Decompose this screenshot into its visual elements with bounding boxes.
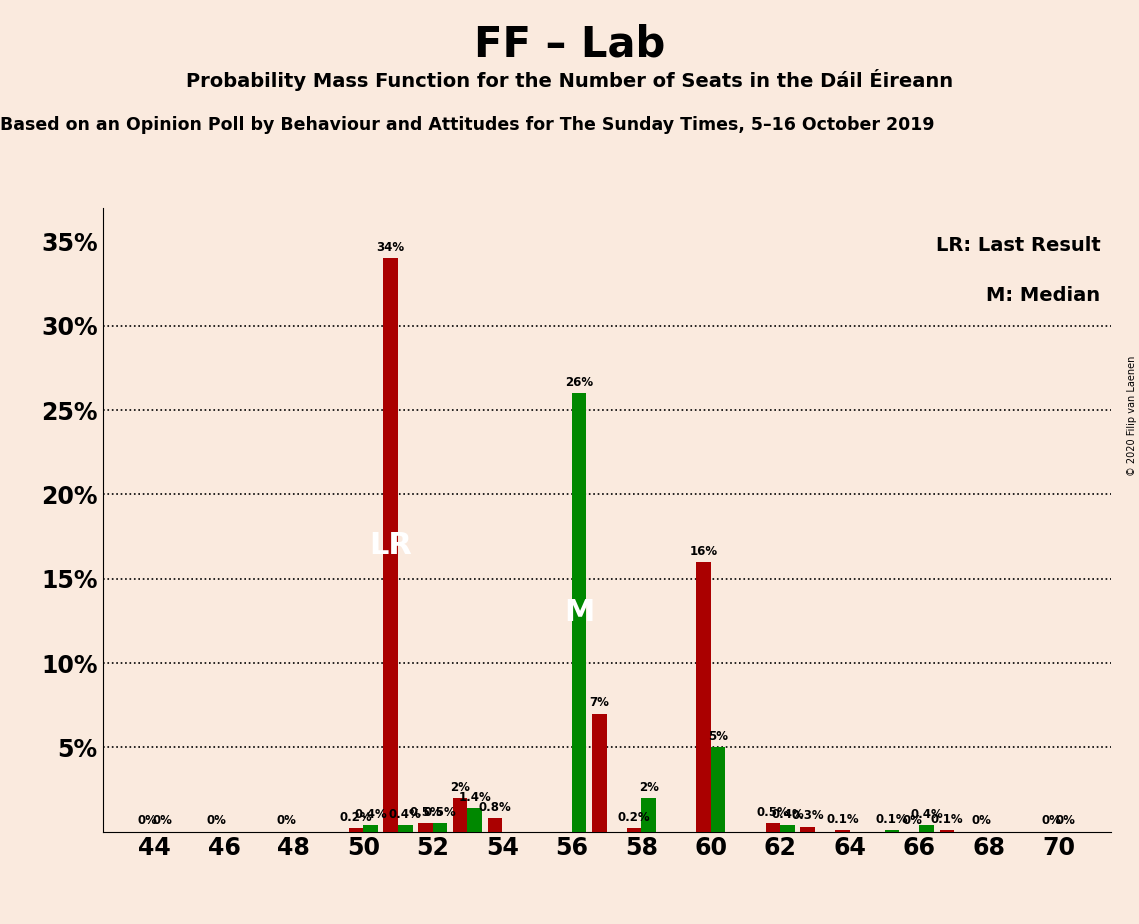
Text: 2%: 2%: [450, 781, 470, 794]
Text: 0.4%: 0.4%: [388, 808, 421, 821]
Text: FF – Lab: FF – Lab: [474, 23, 665, 65]
Text: 0.2%: 0.2%: [617, 811, 650, 824]
Text: 0%: 0%: [151, 814, 172, 827]
Text: 0.4%: 0.4%: [354, 808, 387, 821]
Text: 0.1%: 0.1%: [826, 813, 859, 826]
Bar: [572, 394, 587, 832]
Bar: [487, 818, 502, 832]
Text: 0.5%: 0.5%: [409, 806, 442, 819]
Bar: [765, 823, 780, 832]
Text: LR: Last Result: LR: Last Result: [936, 236, 1100, 255]
Text: 0%: 0%: [902, 814, 921, 827]
Text: 0.4%: 0.4%: [771, 808, 804, 821]
Bar: [641, 798, 656, 832]
Bar: [467, 808, 482, 832]
Bar: [780, 825, 795, 832]
Bar: [711, 748, 726, 832]
Bar: [433, 823, 448, 832]
Bar: [626, 828, 641, 832]
Text: LR: LR: [369, 530, 412, 560]
Bar: [835, 830, 850, 832]
Bar: [885, 830, 899, 832]
Bar: [349, 828, 363, 832]
Text: 0%: 0%: [207, 814, 227, 827]
Text: 5%: 5%: [708, 730, 728, 743]
Text: 0.3%: 0.3%: [792, 809, 825, 822]
Bar: [592, 713, 606, 832]
Text: 2%: 2%: [639, 781, 658, 794]
Bar: [398, 825, 412, 832]
Text: 0.8%: 0.8%: [478, 801, 511, 814]
Text: 0.5%: 0.5%: [756, 806, 789, 819]
Text: 0.1%: 0.1%: [876, 813, 908, 826]
Text: 0%: 0%: [972, 814, 992, 827]
Text: 7%: 7%: [589, 697, 609, 710]
Bar: [919, 825, 934, 832]
Bar: [940, 830, 954, 832]
Text: 0%: 0%: [1041, 814, 1062, 827]
Text: Based on an Opinion Poll by Behaviour and Attitudes for The Sunday Times, 5–16 O: Based on an Opinion Poll by Behaviour an…: [0, 116, 934, 133]
Text: 1.4%: 1.4%: [458, 791, 491, 804]
Text: © 2020 Filip van Laenen: © 2020 Filip van Laenen: [1126, 356, 1137, 476]
Bar: [384, 259, 398, 832]
Bar: [453, 798, 467, 832]
Text: 0.5%: 0.5%: [424, 806, 457, 819]
Text: 0.2%: 0.2%: [339, 811, 372, 824]
Text: 26%: 26%: [565, 376, 593, 389]
Bar: [363, 825, 378, 832]
Text: M: Median: M: Median: [986, 286, 1100, 305]
Text: 16%: 16%: [689, 544, 718, 558]
Text: 0.1%: 0.1%: [931, 813, 964, 826]
Text: 0.4%: 0.4%: [910, 808, 943, 821]
Bar: [801, 827, 816, 832]
Text: Probability Mass Function for the Number of Seats in the Dáil Éireann: Probability Mass Function for the Number…: [186, 69, 953, 91]
Text: 34%: 34%: [377, 241, 404, 254]
Text: 0%: 0%: [138, 814, 157, 827]
Text: M: M: [564, 598, 595, 627]
Text: 0%: 0%: [277, 814, 296, 827]
Bar: [418, 823, 433, 832]
Bar: [696, 562, 711, 832]
Text: 0%: 0%: [1056, 814, 1075, 827]
